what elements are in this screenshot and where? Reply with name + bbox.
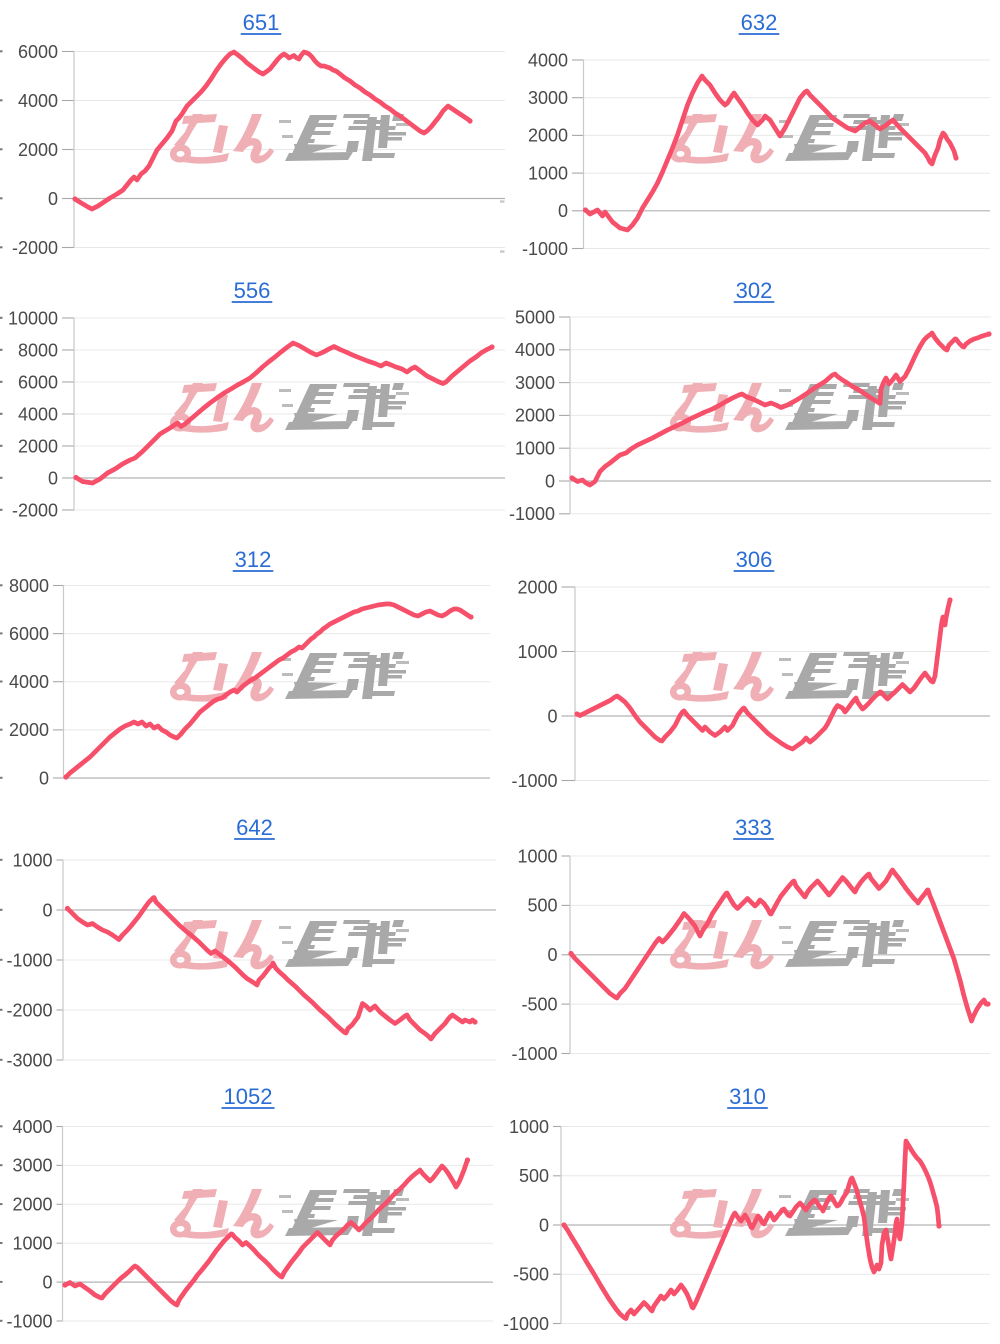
svg-text:500: 500 bbox=[519, 1166, 549, 1186]
svg-text:3000: 3000 bbox=[515, 373, 555, 393]
svg-text:312: 312 bbox=[235, 547, 272, 572]
svg-text:4000: 4000 bbox=[515, 340, 555, 360]
svg-text:-1000: -1000 bbox=[511, 771, 557, 791]
svg-text:2000: 2000 bbox=[528, 126, 568, 146]
svg-text:0: 0 bbox=[42, 900, 52, 920]
svg-text:2000: 2000 bbox=[18, 436, 58, 456]
svg-text:5000: 5000 bbox=[515, 307, 555, 327]
svg-text:1000: 1000 bbox=[515, 439, 555, 459]
svg-text:-2000: -2000 bbox=[12, 500, 58, 520]
svg-text:8000: 8000 bbox=[9, 576, 49, 596]
svg-text:2000: 2000 bbox=[517, 577, 557, 597]
svg-text:-2000: -2000 bbox=[12, 238, 58, 258]
svg-text:0: 0 bbox=[48, 189, 58, 209]
svg-text:3000: 3000 bbox=[12, 1156, 52, 1176]
svg-text:8000: 8000 bbox=[18, 340, 58, 360]
svg-text:-2000: -2000 bbox=[6, 1000, 52, 1020]
svg-text:310: 310 bbox=[729, 1084, 766, 1109]
svg-text:1052: 1052 bbox=[224, 1084, 273, 1109]
svg-text:-500: -500 bbox=[521, 994, 557, 1014]
svg-text:632: 632 bbox=[741, 10, 778, 35]
svg-text:-3000: -3000 bbox=[6, 1050, 52, 1070]
svg-text:4000: 4000 bbox=[528, 50, 568, 70]
svg-text:6000: 6000 bbox=[18, 42, 58, 62]
svg-text:-1000: -1000 bbox=[6, 950, 52, 970]
svg-text:-1000: -1000 bbox=[511, 1044, 557, 1064]
svg-text:302: 302 bbox=[736, 278, 773, 303]
svg-text:2000: 2000 bbox=[515, 406, 555, 426]
svg-text:0: 0 bbox=[48, 468, 58, 488]
svg-text:4000: 4000 bbox=[18, 404, 58, 424]
svg-text:-1000: -1000 bbox=[503, 1314, 549, 1334]
svg-text:0: 0 bbox=[547, 945, 557, 965]
svg-text:0: 0 bbox=[39, 768, 49, 788]
svg-text:6000: 6000 bbox=[18, 372, 58, 392]
svg-text:333: 333 bbox=[735, 815, 772, 840]
svg-text:1000: 1000 bbox=[528, 163, 568, 183]
svg-text:-1000: -1000 bbox=[6, 1311, 52, 1331]
svg-text:3000: 3000 bbox=[528, 88, 568, 108]
svg-text:-1000: -1000 bbox=[522, 239, 568, 259]
svg-text:6000: 6000 bbox=[9, 624, 49, 644]
svg-text:500: 500 bbox=[527, 896, 557, 916]
svg-text:642: 642 bbox=[236, 815, 273, 840]
svg-text:651: 651 bbox=[243, 10, 280, 35]
svg-text:1000: 1000 bbox=[12, 1234, 52, 1254]
svg-text:2000: 2000 bbox=[12, 1195, 52, 1215]
svg-text:4000: 4000 bbox=[9, 672, 49, 692]
svg-text:0: 0 bbox=[558, 201, 568, 221]
svg-text:0: 0 bbox=[547, 706, 557, 726]
svg-text:556: 556 bbox=[234, 278, 271, 303]
svg-text:4000: 4000 bbox=[12, 1117, 52, 1137]
svg-text:1000: 1000 bbox=[509, 1117, 549, 1137]
svg-text:1000: 1000 bbox=[517, 642, 557, 662]
svg-text:0: 0 bbox=[545, 471, 555, 491]
svg-text:1000: 1000 bbox=[517, 846, 557, 866]
svg-text:0: 0 bbox=[539, 1215, 549, 1235]
svg-text:10000: 10000 bbox=[8, 308, 58, 328]
svg-text:2000: 2000 bbox=[18, 140, 58, 160]
svg-text:-1000: -1000 bbox=[509, 504, 555, 524]
svg-text:4000: 4000 bbox=[18, 91, 58, 111]
svg-text:1000: 1000 bbox=[12, 850, 52, 870]
svg-text:306: 306 bbox=[736, 547, 773, 572]
svg-text:2000: 2000 bbox=[9, 720, 49, 740]
svg-text:0: 0 bbox=[42, 1272, 52, 1292]
svg-text:-500: -500 bbox=[513, 1265, 549, 1285]
